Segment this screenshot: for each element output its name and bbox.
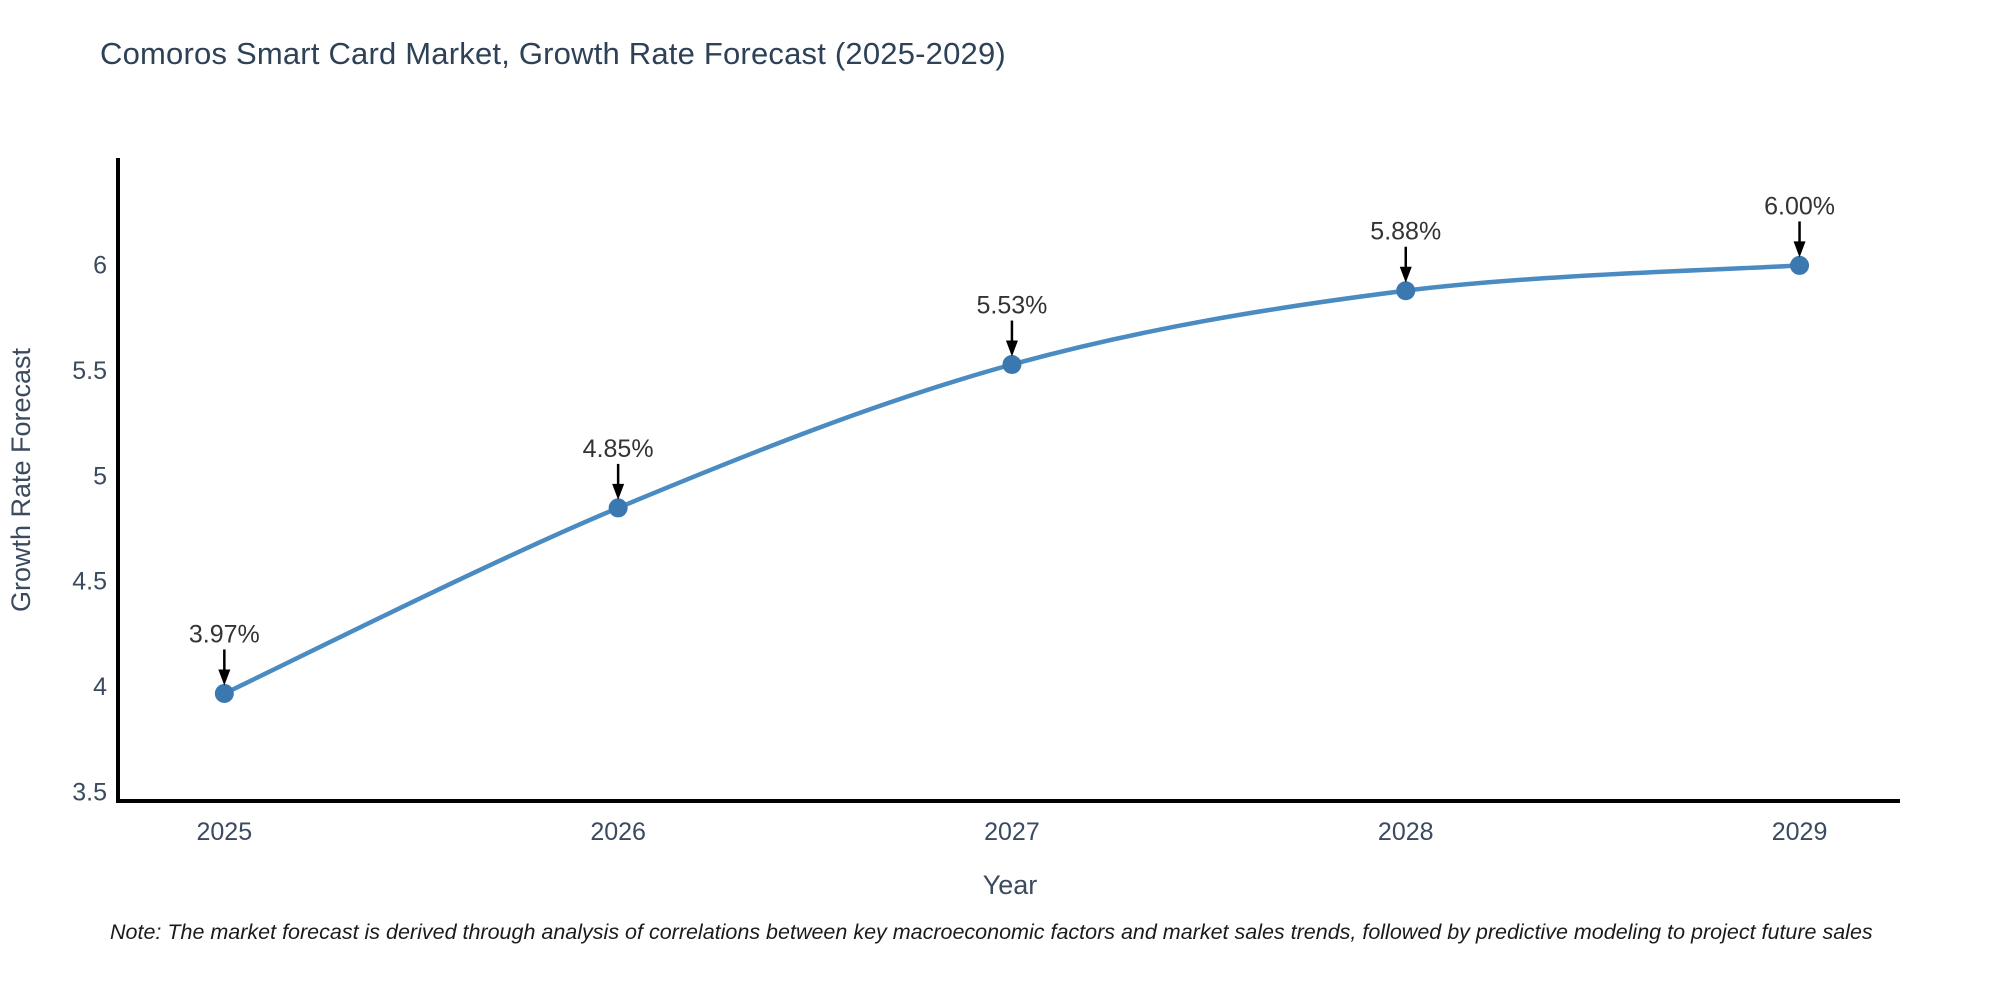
data-point-marker [1790,255,1810,275]
x-tick-label: 2026 [590,818,646,846]
y-tick-label: 4 [93,673,107,701]
y-tick-label: 6 [93,251,107,279]
data-point-marker [608,498,628,518]
x-tick-label: 2029 [1772,818,1828,846]
point-annotation: 4.85% [583,435,654,463]
x-tick-label: 2027 [984,818,1040,846]
y-axis-title: Growth Rate Forecast [6,347,36,612]
x-tick-label: 2028 [1378,818,1434,846]
x-axis: 2025 2026 2027 2028 2029 [197,818,1828,846]
data-point-marker [214,683,234,703]
data-point-marker [1002,355,1022,375]
annotation-arrow-head [1399,266,1412,283]
point-annotation: 5.88% [1370,218,1441,246]
annotation-arrow-head [1793,241,1806,258]
y-tick-label: 3.5 [72,779,107,807]
point-annotation: 6.00% [1764,192,1835,220]
y-tick-label: 5.5 [72,357,107,385]
x-tick-label: 2025 [197,818,253,846]
point-annotation: 3.97% [189,620,260,648]
series-group [214,255,1810,703]
y-tick-label: 5 [93,462,107,490]
annotation-arrow-head [1005,340,1018,357]
x-axis-title: Year [983,870,1038,900]
data-point-marker [1396,281,1416,301]
annotation-arrow-head [218,669,231,686]
point-annotation: 5.53% [976,292,1047,320]
annotations-group: 3.97% 4.85% 5.53% 5.88% 6.00% [189,192,1835,686]
y-axis: 3.5 4 4.5 5 5.5 6 [72,251,107,806]
footnote: Note: The market forecast is derived thr… [110,920,1873,944]
axes-spines [116,158,1900,803]
annotation-arrow-head [612,483,625,500]
y-tick-label: 4.5 [72,568,107,596]
chart-title: Comoros Smart Card Market, Growth Rate F… [100,36,1006,71]
